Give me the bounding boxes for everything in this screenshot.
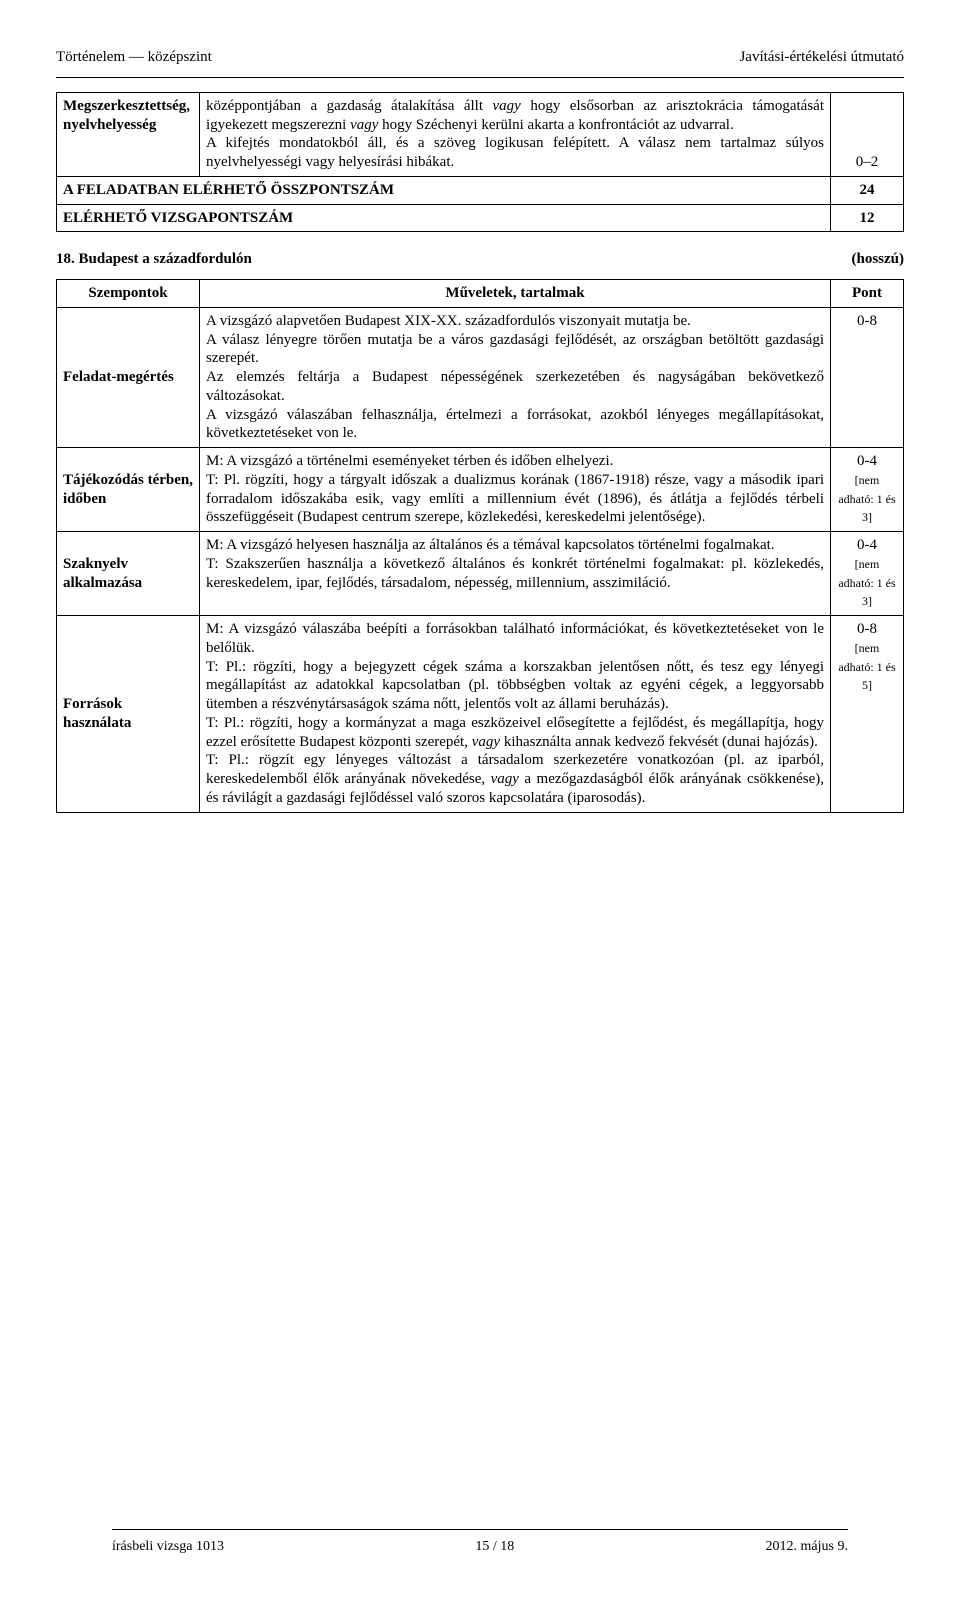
- row2-label: A FELADATBAN ELÉRHETŐ ÖSSZPONTSZÁM: [57, 176, 831, 204]
- row-label-feladat: Feladat-megértés: [57, 307, 200, 447]
- table1-row-exam: ELÉRHETŐ VIZSGAPONTSZÁM 12: [57, 204, 904, 232]
- footer-right: 2012. május 9.: [766, 1538, 848, 1556]
- pts-szaknyelv: 0-4: [857, 537, 877, 553]
- hdr-pont: Pont: [831, 280, 904, 308]
- row-points-feladat: 0-8: [831, 307, 904, 447]
- criteria-header-row: Szempontok Műveletek, tartalmak Pont: [57, 280, 904, 308]
- page-header: Történelem — középszint Javítási-értékel…: [56, 48, 904, 67]
- row-label-tajekozodas: Tájékozódás térben, időben: [57, 448, 200, 532]
- criteria-row-3: Szaknyelv alkalmazása M: A vizsgázó hely…: [57, 532, 904, 616]
- section-mode: (hosszú): [851, 250, 904, 269]
- hdr-muveletek: Műveletek, tartalmak: [200, 280, 831, 308]
- r4-i1: vagy: [472, 734, 500, 750]
- row-points-szaknyelv: 0-4 [nem adható: 1 és 3]: [831, 532, 904, 616]
- header-rule: [56, 77, 904, 78]
- r4-i2: vagy: [491, 771, 519, 787]
- hdr-szempontok: Szempontok: [57, 280, 200, 308]
- row-text-szaknyelv: M: A vizsgázó helyesen használja az álta…: [200, 532, 831, 616]
- row1-content: középpontjában a gazdaság átalakítása ál…: [200, 92, 831, 176]
- row3-points: 12: [831, 204, 904, 232]
- pts-note-forrasok: [nem adható: 1 és 5]: [838, 641, 895, 693]
- r4-pre: M: A vizsgázó válaszába beépíti a forrás…: [206, 621, 824, 750]
- table1-row-content: Megszerkesztettség, nyelvhelyesség közép…: [57, 92, 904, 176]
- row1-italic1: vagy: [493, 98, 521, 114]
- row1-points: 0–2: [831, 92, 904, 176]
- section-number-title: 18. Budapest a századfordulón: [56, 250, 252, 269]
- row-label-forrasok: Források használata: [57, 616, 200, 813]
- section-heading: 18. Budapest a századfordulón (hosszú): [56, 250, 904, 269]
- pts-tajekozodas: 0-4: [857, 453, 877, 469]
- footer-left: írásbeli vizsga 1013: [112, 1538, 224, 1556]
- pts-note-szaknyelv: [nem adható: 1 és 3]: [838, 557, 895, 609]
- row-points-forrasok: 0-8 [nem adható: 1 és 5]: [831, 616, 904, 813]
- row-text-tajekozodas: M: A vizsgázó a történelmi eseményeket t…: [200, 448, 831, 532]
- row-text-forrasok: M: A vizsgázó válaszába beépíti a forrás…: [200, 616, 831, 813]
- row1-text-c: hogy Széchenyi kerülni akarta a konfront…: [378, 117, 733, 133]
- criteria-row-2: Tájékozódás térben, időben M: A vizsgázó…: [57, 448, 904, 532]
- table1-row-total: A FELADATBAN ELÉRHETŐ ÖSSZPONTSZÁM 24: [57, 176, 904, 204]
- row1-label: Megszerkesztettség, nyelvhelyesség: [57, 92, 200, 176]
- page-footer: írásbeli vizsga 1013 15 / 18 2012. május…: [112, 1529, 848, 1556]
- criteria-table: Szempontok Műveletek, tartalmak Pont Fel…: [56, 279, 904, 813]
- scoring-table-1: Megszerkesztettség, nyelvhelyesség közép…: [56, 92, 904, 233]
- footer-center: 15 / 18: [475, 1538, 514, 1556]
- row1-italic2: vagy: [350, 117, 378, 133]
- header-right: Javítási-értékelési útmutató: [739, 48, 904, 67]
- row3-label: ELÉRHETŐ VIZSGAPONTSZÁM: [57, 204, 831, 232]
- pts-note-tajekozodas: [nem adható: 1 és 3]: [838, 473, 895, 525]
- row1-text-line2: A kifejtés mondatokból áll, és a szöveg …: [206, 135, 824, 170]
- criteria-row-4: Források használata M: A vizsgázó válasz…: [57, 616, 904, 813]
- header-left: Történelem — középszint: [56, 48, 212, 67]
- row-text-feladat: A vizsgázó alapvetően Budapest XIX-XX. s…: [200, 307, 831, 447]
- row2-points: 24: [831, 176, 904, 204]
- row1-text-a: középpontjában a gazdaság átalakítása ál…: [206, 98, 493, 114]
- row-label-szaknyelv: Szaknyelv alkalmazása: [57, 532, 200, 616]
- row-points-tajekozodas: 0-4 [nem adható: 1 és 3]: [831, 448, 904, 532]
- criteria-row-1: Feladat-megértés A vizsgázó alapvetően B…: [57, 307, 904, 447]
- pts-forrasok: 0-8: [857, 621, 877, 637]
- footer-rule: [112, 1529, 848, 1530]
